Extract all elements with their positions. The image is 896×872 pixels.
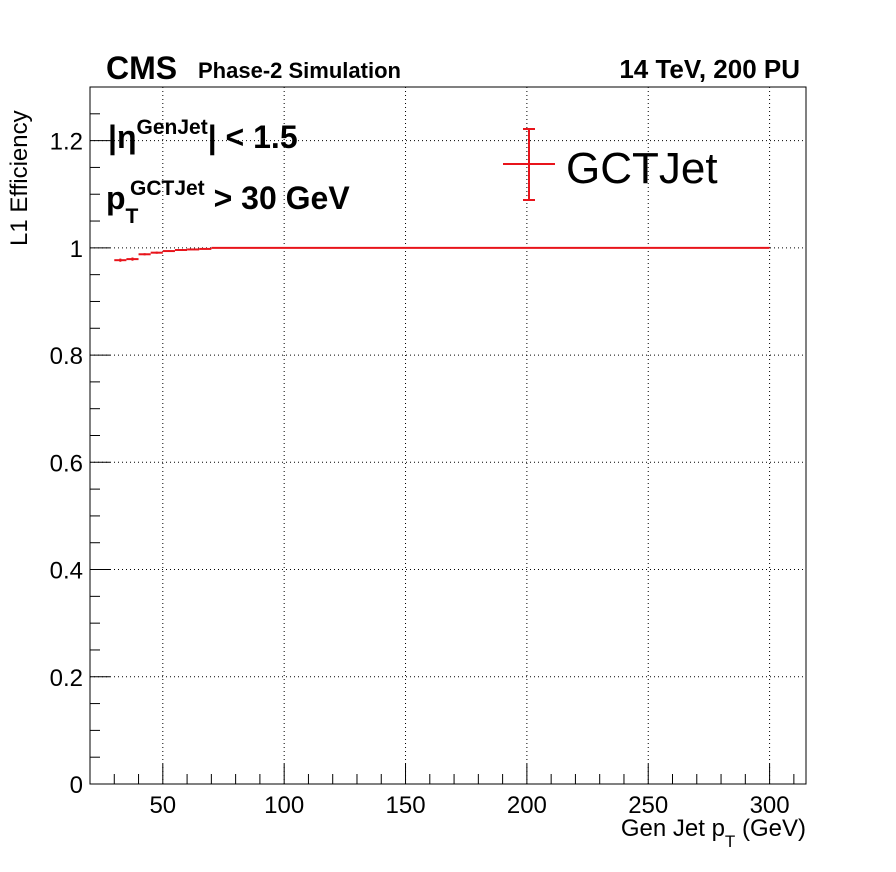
- y-tick-label: 0.2: [50, 665, 83, 692]
- grid-lines: [90, 87, 806, 784]
- cut-eta-label: |ηGenJet| < 1.5: [108, 116, 298, 155]
- cut-eta-suffix: | < 1.5: [208, 119, 298, 155]
- status-label: Phase-2 Simulation: [198, 58, 401, 83]
- cut-pt-subscript: T: [126, 205, 139, 228]
- x-tick-label: 250: [628, 792, 668, 819]
- legend: GCTJet: [503, 128, 718, 201]
- y-axis-label: L1 Efficiency: [6, 110, 33, 246]
- legend-entry-gctjet: GCTJet: [566, 144, 718, 193]
- cut-pt-label: pT GCTJet > 30 GeV: [106, 177, 350, 228]
- cut-pt-base: p: [106, 180, 126, 216]
- x-axis-label-subscript: T: [725, 832, 735, 851]
- cut-pt-suffix: > 30 GeV: [205, 180, 351, 216]
- tick-labels: 50 100 150 200 250 300 0 0.2 0.4 0.6 0.8 1 1.2: [50, 129, 790, 819]
- y-tick-label: 0: [70, 772, 83, 799]
- series-gctjet: [114, 246, 770, 262]
- x-axis-label-main: Gen Jet p: [621, 815, 725, 842]
- plot-frame: [89, 86, 807, 785]
- y-tick-label: 0.4: [50, 558, 83, 585]
- y-tick-label: 0.6: [50, 450, 83, 477]
- cut-eta-prefix: |η: [108, 119, 137, 155]
- x-tick-label: 100: [264, 792, 304, 819]
- x-axis-label: Gen Jet pT (GeV): [621, 815, 806, 851]
- cut-eta-superscript: GenJet: [137, 116, 208, 139]
- experiment-label: CMS: [106, 50, 177, 86]
- x-tick-label: 50: [149, 792, 176, 819]
- cut-pt-superscript: GCTJet: [130, 177, 205, 200]
- y-tick-label: 0.8: [50, 343, 83, 370]
- x-tick-label: 300: [750, 792, 790, 819]
- y-tick-label: 1.2: [50, 129, 83, 156]
- energy-label: 14 TeV, 200 PU: [619, 54, 800, 84]
- y-tick-label: 1: [70, 236, 83, 263]
- x-axis-label-unit: (GeV): [735, 815, 806, 842]
- x-tick-label: 150: [386, 792, 426, 819]
- x-tick-label: 200: [507, 792, 547, 819]
